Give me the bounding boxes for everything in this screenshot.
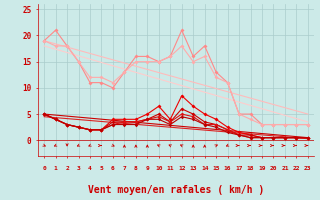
X-axis label: Vent moyen/en rafales ( km/h ): Vent moyen/en rafales ( km/h )	[88, 185, 264, 195]
